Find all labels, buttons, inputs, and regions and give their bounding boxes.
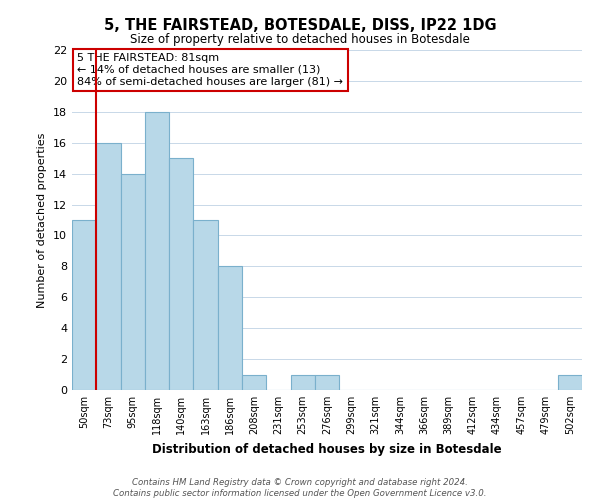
Y-axis label: Number of detached properties: Number of detached properties bbox=[37, 132, 47, 308]
Bar bbox=[145, 112, 169, 390]
Bar bbox=[315, 374, 339, 390]
Bar bbox=[96, 142, 121, 390]
Bar bbox=[558, 374, 582, 390]
Bar bbox=[193, 220, 218, 390]
Bar bbox=[290, 374, 315, 390]
Bar bbox=[169, 158, 193, 390]
Bar bbox=[121, 174, 145, 390]
Bar bbox=[72, 220, 96, 390]
Text: Contains HM Land Registry data © Crown copyright and database right 2024.
Contai: Contains HM Land Registry data © Crown c… bbox=[113, 478, 487, 498]
X-axis label: Distribution of detached houses by size in Botesdale: Distribution of detached houses by size … bbox=[152, 442, 502, 456]
Text: 5, THE FAIRSTEAD, BOTESDALE, DISS, IP22 1DG: 5, THE FAIRSTEAD, BOTESDALE, DISS, IP22 … bbox=[104, 18, 496, 32]
Bar bbox=[242, 374, 266, 390]
Text: 5 THE FAIRSTEAD: 81sqm
← 14% of detached houses are smaller (13)
84% of semi-det: 5 THE FAIRSTEAD: 81sqm ← 14% of detached… bbox=[77, 54, 343, 86]
Text: Size of property relative to detached houses in Botesdale: Size of property relative to detached ho… bbox=[130, 32, 470, 46]
Bar bbox=[218, 266, 242, 390]
